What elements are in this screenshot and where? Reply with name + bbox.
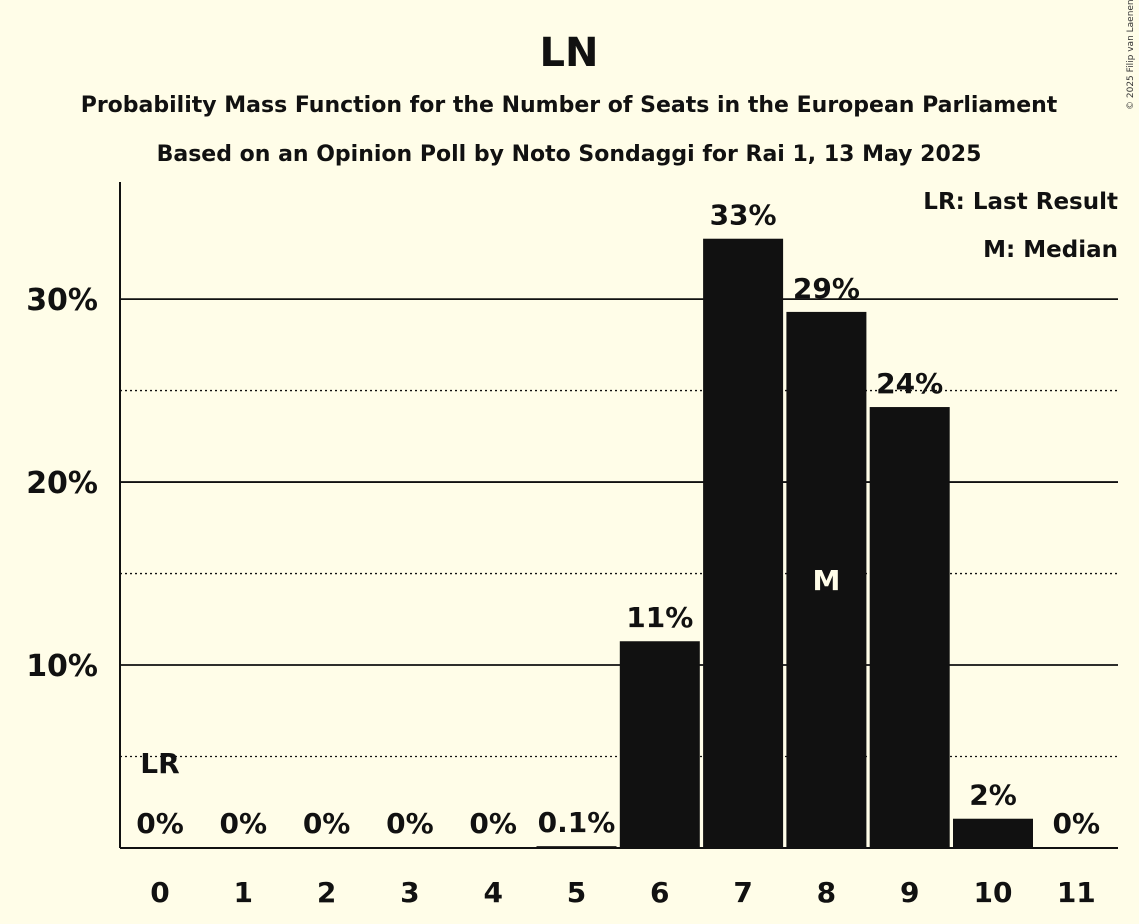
value-label-seats-2: 0% [303, 807, 351, 840]
bar-seats-10 [953, 818, 1033, 848]
median-marker: M [812, 564, 840, 597]
y-axis: 10% 20% 30% [26, 182, 121, 848]
chart-title: LN [540, 30, 599, 76]
bar-seats-6 [619, 641, 700, 848]
x-tick-label: 9 [900, 876, 919, 909]
value-label-seats-9: 24% [876, 367, 943, 400]
x-tick-label: 8 [817, 876, 836, 909]
value-label-seats-11: 0% [1053, 807, 1101, 840]
x-tick-label: 1 [234, 876, 253, 909]
chart-subtitle-poll: Based on an Opinion Poll by Noto Sondagg… [157, 142, 982, 167]
value-label-seats-5: 0.1% [538, 806, 616, 839]
y-tick-label: 10% [26, 649, 98, 684]
value-label-seats-7: 33% [710, 199, 777, 232]
bar-seats-7 [703, 238, 784, 848]
value-label-seats-0: 0% [136, 807, 184, 840]
x-tick-label: 0 [150, 876, 169, 909]
value-label-seats-1: 0% [220, 807, 268, 840]
copyright-notice: © 2025 Filip van Laenen [1126, 0, 1136, 110]
y-tick-label: 20% [26, 466, 98, 501]
value-label-seats-8: 29% [793, 272, 860, 305]
legend-background [928, 181, 1128, 266]
markers: LR M [140, 564, 840, 780]
x-tick-label: 3 [400, 876, 419, 909]
x-tick-label: 6 [650, 876, 669, 909]
legend-last-result: LR: Last Result [923, 189, 1118, 215]
bar-seats-8 [786, 311, 867, 848]
gridlines [120, 298, 1118, 758]
x-tick-label: 7 [733, 876, 752, 909]
value-labels: 0% 0% 0% 0% 0% 0.1% 11% 33% 29% 24% 2% 0% [136, 199, 1100, 840]
x-axis: 0 1 2 3 4 5 6 7 8 9 10 11 [120, 847, 1118, 909]
x-tick-label: 10 [974, 876, 1013, 909]
x-tick-label: 11 [1057, 876, 1096, 909]
value-label-seats-6: 11% [626, 601, 693, 634]
bar-seats-9 [869, 407, 950, 848]
x-tick-label: 2 [317, 876, 336, 909]
bars [536, 238, 1033, 848]
x-tick-label: 5 [567, 876, 586, 909]
y-tick-label: 30% [26, 283, 98, 318]
legend-median: M: Median [983, 237, 1118, 263]
value-label-seats-3: 0% [386, 807, 434, 840]
chart-subtitle: Probability Mass Function for the Number… [81, 93, 1058, 118]
value-label-seats-10: 2% [969, 779, 1017, 812]
last-result-marker: LR [140, 747, 179, 780]
x-tick-label: 4 [483, 876, 502, 909]
value-label-seats-4: 0% [469, 807, 517, 840]
